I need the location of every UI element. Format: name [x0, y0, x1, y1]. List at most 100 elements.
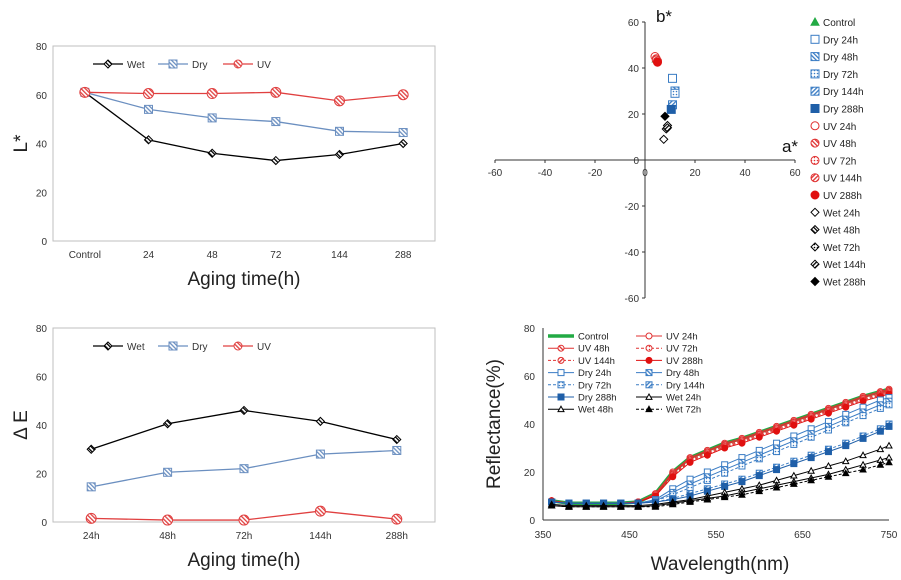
legend-marker	[810, 52, 820, 62]
data-point-dry	[239, 464, 249, 474]
scatter-point-wet-144h	[662, 123, 673, 133]
y-tick-label: 80	[36, 42, 48, 53]
legend-label: Wet	[127, 60, 145, 71]
series-line-wet-72h	[551, 461, 890, 508]
data-point-uv-288h	[824, 409, 832, 417]
data-point-wet-72h	[807, 476, 815, 484]
data-point-uv-288h	[721, 444, 729, 452]
x-tick-label: -60	[488, 168, 503, 179]
panel-ab-scatter: -60 -40 -20 0 20 40 60 -60 -40 -20 0 20 40 60 a* b* Cont…	[488, 7, 866, 305]
data-point-dry	[271, 117, 281, 127]
y-tick-label: 20	[36, 188, 48, 199]
x-tick-label: -20	[588, 168, 603, 179]
legend-label: Wet 72h	[823, 243, 860, 254]
x-tick-label: 450	[621, 530, 638, 541]
y-tick-label: 40	[36, 421, 48, 432]
data-point-dry-72h	[773, 448, 781, 456]
x-axis-title: Aging time(h)	[188, 550, 301, 571]
legend-marker	[810, 86, 820, 96]
series-line-wet	[84, 91, 404, 162]
legend-label: Wet 144h	[823, 260, 866, 271]
legend-marker	[810, 190, 820, 200]
legend-label: Dry 24h	[823, 35, 858, 46]
y-tick-label: 0	[529, 516, 535, 527]
legend-marker	[557, 381, 565, 389]
data-point-dry-288h	[876, 427, 884, 435]
legend-label: Dry 72h	[578, 380, 611, 391]
legend-marker	[233, 59, 243, 69]
data-point-wet	[86, 444, 96, 454]
x-tick-label: 288h	[386, 531, 408, 542]
legend-label: UV 144h	[578, 356, 615, 367]
series-line-dry	[84, 91, 404, 134]
legend-label: UV 288h	[823, 191, 862, 202]
legend-marker	[810, 34, 820, 44]
legend-marker	[645, 344, 653, 352]
data-point-dry	[163, 467, 173, 477]
data-point-dry	[392, 445, 402, 455]
data-point-uv-288h	[703, 451, 711, 459]
y-tick-label: 60	[628, 18, 640, 29]
data-point-dry-72h	[755, 455, 763, 463]
data-point-wet	[398, 138, 408, 149]
legend-marker	[810, 104, 820, 113]
data-point-dry-72h	[859, 412, 867, 420]
data-point-uv	[162, 514, 174, 526]
data-point-wet-72h	[565, 502, 573, 510]
legend-label: Dry 48h	[666, 368, 699, 379]
data-point-wet-24h	[824, 461, 833, 469]
data-point-wet	[315, 416, 326, 427]
data-point-wet-72h	[824, 472, 833, 480]
data-point-uv-288h	[807, 415, 815, 423]
series-line-wet	[90, 409, 397, 450]
legend-label: Control	[578, 332, 609, 343]
data-point-wet-72h	[617, 502, 625, 510]
data-point-dry	[144, 104, 153, 114]
legend-label: Dry 144h	[666, 380, 705, 391]
scatter-point-uv-288h	[653, 57, 662, 67]
legend-marker	[557, 356, 565, 364]
legend-label: UV 72h	[666, 344, 698, 355]
data-point-wet-72h	[668, 500, 677, 508]
y-axis-title: L*	[11, 134, 32, 153]
legend-marker	[103, 59, 113, 69]
x-tick-label: 550	[708, 530, 725, 541]
legend-marker	[168, 59, 178, 69]
x-tick-label: 288	[395, 250, 412, 261]
legend-marker	[810, 259, 820, 269]
y-tick-label: 60	[36, 91, 48, 102]
data-point-wet-72h	[755, 487, 764, 495]
legend-label: UV 48h	[578, 344, 610, 355]
legend-marker	[810, 69, 820, 79]
data-point-dry-72h	[686, 484, 694, 492]
x-tick-label: 72	[270, 250, 282, 261]
x-axis-title: a*	[782, 137, 798, 156]
y-tick-label: 20	[524, 468, 536, 479]
legend-label: Dry 48h	[823, 53, 858, 64]
scatter-point-wet-24h	[659, 134, 669, 145]
scatter-point-dry-288h	[666, 104, 676, 114]
data-point-uv	[206, 88, 218, 100]
data-point-wet-72h	[841, 469, 850, 477]
x-tick-label: 650	[794, 530, 811, 541]
data-point-dry	[86, 482, 96, 492]
y-tick-label: 40	[628, 64, 640, 75]
x-tick-label: 750	[881, 530, 898, 541]
legend-marker	[645, 381, 653, 389]
data-point-uv-288h	[773, 427, 781, 435]
legend-marker	[233, 341, 243, 351]
data-point-wet-72h	[686, 497, 694, 505]
data-point-dry-288h	[790, 460, 798, 468]
legend-label: Wet 24h	[823, 208, 860, 219]
series-line-wet-48h	[551, 457, 890, 508]
legend-label: Control	[823, 18, 855, 29]
data-point-uv	[79, 86, 91, 98]
data-point-dry-288h	[773, 466, 781, 474]
scatter-point-wet-288h	[660, 111, 670, 122]
data-point-dry-72h	[824, 426, 832, 434]
y-tick-label: -20	[625, 202, 640, 213]
x-tick-label: 24h	[83, 531, 100, 542]
y-tick-label: 80	[524, 324, 536, 335]
data-point-uv	[143, 88, 154, 100]
data-point-wet-72h	[772, 483, 781, 491]
